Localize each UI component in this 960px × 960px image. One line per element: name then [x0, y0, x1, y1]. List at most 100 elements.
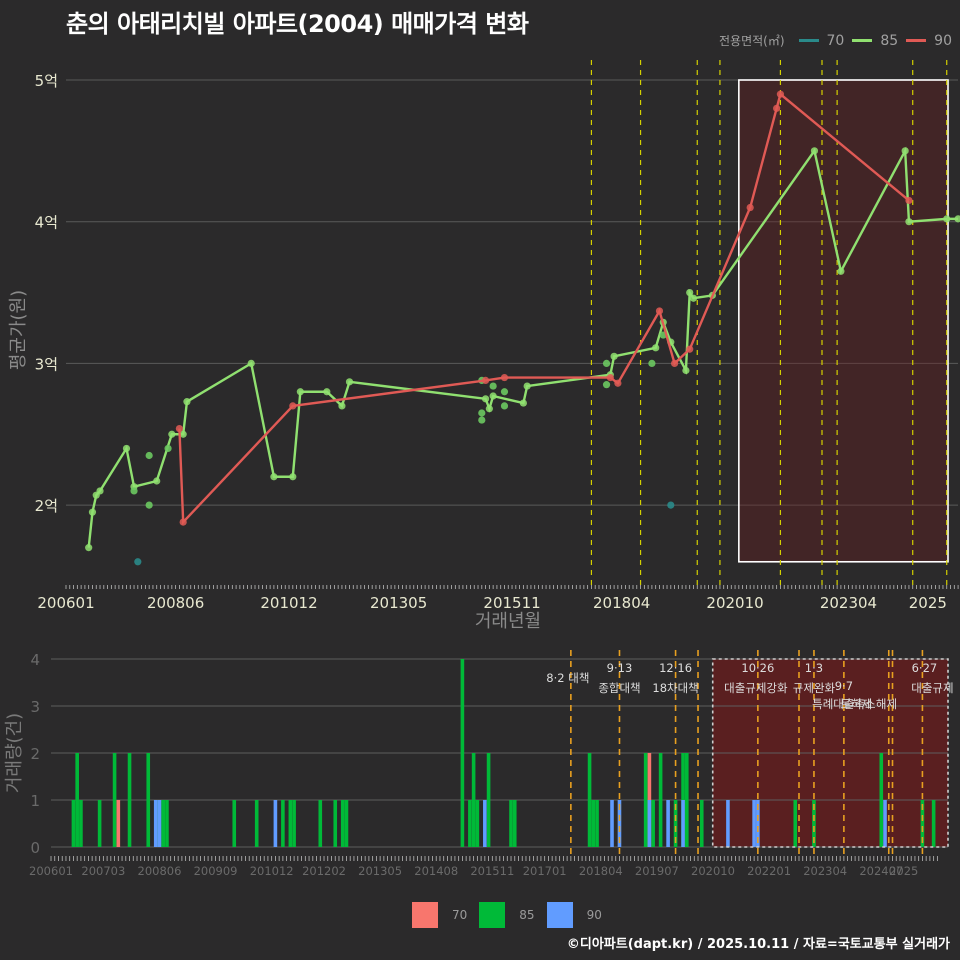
x-tick-label: 202407: [859, 864, 903, 878]
data-point: [164, 444, 172, 453]
bar-85: [471, 753, 476, 847]
x-tick-label: 200703: [81, 864, 125, 878]
x-tick-label: 200806: [138, 864, 182, 878]
bar-85: [232, 800, 237, 847]
x-tick-label: 202304: [803, 864, 847, 878]
legend-swatch-85: [852, 39, 873, 42]
bar-90: [483, 800, 487, 847]
bar-85: [127, 753, 132, 847]
data-point: [776, 90, 785, 98]
legend-bottom-item-90: 90: [546, 902, 602, 928]
legend-bottom-swatch-70: [412, 902, 438, 928]
x-tick-label: 202304: [820, 594, 877, 612]
bar-85: [79, 800, 83, 847]
policy-annotation: 종합대책: [598, 681, 640, 695]
x-tick-label: 200601: [29, 864, 73, 878]
policy-annotation: 규제완화: [793, 681, 836, 695]
data-point: [183, 398, 191, 406]
bar-85: [486, 753, 491, 847]
bar-85: [475, 800, 480, 847]
policy-annotation: 12·16: [659, 661, 692, 675]
legend-item-70: 70: [798, 33, 844, 49]
data-point: [153, 477, 161, 485]
x-tick-label: 200909: [194, 864, 238, 878]
data-point: [746, 203, 754, 212]
policy-annotation: 9·13: [607, 661, 633, 675]
data-point: [500, 373, 509, 382]
bar-90: [666, 800, 670, 847]
data-point: [481, 395, 490, 403]
data-point: [602, 381, 611, 389]
bar-85: [318, 800, 323, 847]
data-point: [168, 430, 176, 438]
y-tick-label: 1: [30, 792, 40, 810]
data-point: [954, 215, 960, 223]
y-tick-label: 0: [30, 839, 40, 857]
data-point: [652, 344, 660, 352]
data-point: [481, 376, 490, 385]
x-tick-label: 2025: [889, 864, 918, 878]
bar-85: [281, 800, 285, 847]
data-point: [682, 366, 690, 375]
bar-85: [658, 753, 663, 847]
data-point: [478, 416, 486, 424]
bar-85: [460, 659, 465, 847]
bar-90: [756, 800, 760, 847]
x-tick-label: 201511: [483, 594, 540, 612]
bar-85: [587, 753, 592, 847]
data-point: [905, 196, 913, 205]
bar-70: [116, 800, 121, 847]
data-point: [606, 373, 614, 382]
data-point: [145, 451, 153, 460]
bar-85: [161, 800, 165, 847]
data-point: [485, 405, 493, 413]
data-point: [145, 501, 153, 509]
footer-credit: ©디아파트(dapt.kr) / 2025.10.11 / 자료=국토교통부 실…: [566, 937, 950, 952]
bar-85: [75, 753, 79, 847]
bar-85: [512, 800, 517, 847]
bar-85: [673, 800, 678, 847]
series-line-90: [178, 92, 910, 526]
bar-90: [752, 800, 756, 847]
bar-85: [292, 800, 296, 847]
bar-85: [793, 800, 798, 847]
data-point: [179, 518, 187, 526]
x-tick-label: 201511: [470, 864, 514, 878]
bar-85: [344, 800, 349, 847]
policy-annotation: 8·2 대책: [546, 671, 589, 685]
policy-annotation: 토허제 해제: [840, 697, 897, 711]
bar-85: [595, 800, 599, 847]
data-point: [670, 359, 679, 367]
x-tick-label: 200806: [147, 594, 204, 612]
bar-85: [685, 753, 689, 847]
bar-85: [333, 800, 338, 847]
data-point: [179, 430, 187, 438]
data-point: [686, 288, 694, 297]
bar-85: [879, 753, 884, 847]
policy-annotation: 특례대출축소: [812, 697, 875, 711]
x-tick-label: 201305: [358, 864, 402, 878]
data-point: [296, 388, 304, 396]
x-tick-label: 200601: [37, 594, 94, 612]
data-point: [289, 473, 297, 481]
data-point: [523, 382, 531, 390]
bar-90: [647, 800, 652, 847]
y-tick-label: 3억: [35, 355, 58, 373]
data-point: [837, 267, 845, 275]
data-point: [489, 382, 497, 390]
data-point: [88, 508, 97, 516]
data-point: [667, 501, 675, 509]
data-point: [345, 378, 354, 386]
data-point: [175, 424, 183, 433]
x-tick-label: 201804: [593, 594, 650, 612]
bar-90: [610, 800, 614, 847]
y-tick-label: 4억: [35, 214, 58, 232]
x-tick-label: 202010: [706, 594, 763, 612]
data-point: [614, 379, 622, 387]
chart-title: 춘의 아태리치빌 아파트(2004) 매매가격 변화: [66, 10, 529, 38]
data-point: [134, 558, 142, 566]
x-tick-label: 201804: [579, 864, 623, 878]
data-point: [500, 402, 509, 410]
data-point: [610, 352, 618, 360]
price-line-chart: 2억 3억 4억 5억 200601 200806 201012 201305 201511 20…: [8, 60, 960, 632]
